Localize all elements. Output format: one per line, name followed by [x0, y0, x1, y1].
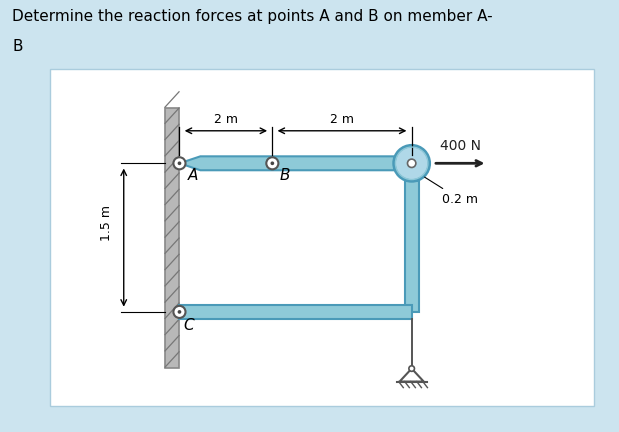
Text: 0.2 m: 0.2 m	[425, 177, 478, 206]
Polygon shape	[180, 156, 394, 170]
Circle shape	[178, 162, 181, 165]
Circle shape	[271, 162, 274, 165]
Text: C: C	[183, 318, 194, 334]
Bar	[165, 108, 180, 368]
Text: B: B	[279, 168, 290, 183]
Circle shape	[394, 146, 430, 181]
Text: B: B	[12, 39, 23, 54]
Text: 1.5 m: 1.5 m	[100, 205, 113, 241]
Bar	[180, 305, 412, 319]
Circle shape	[266, 157, 279, 169]
Text: Determine the reaction forces at points A and B on member A-: Determine the reaction forces at points …	[12, 9, 493, 24]
Bar	[405, 181, 418, 312]
Text: 400 N: 400 N	[440, 139, 481, 153]
Text: 2 m: 2 m	[214, 113, 238, 126]
Circle shape	[409, 366, 415, 372]
Polygon shape	[400, 368, 424, 381]
Text: A: A	[188, 168, 198, 183]
Circle shape	[173, 306, 186, 318]
Circle shape	[173, 157, 186, 169]
Text: 2 m: 2 m	[330, 113, 354, 126]
Circle shape	[178, 310, 181, 314]
Circle shape	[407, 159, 416, 168]
